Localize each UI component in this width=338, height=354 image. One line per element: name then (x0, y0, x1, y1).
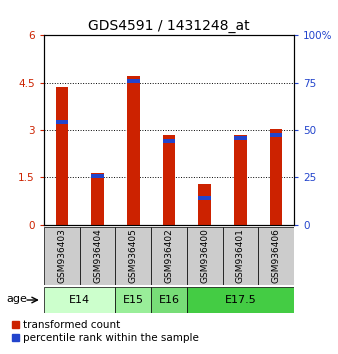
Legend: transformed count, percentile rank within the sample: transformed count, percentile rank withi… (12, 320, 199, 343)
Text: GSM936405: GSM936405 (129, 228, 138, 283)
Bar (127, 76, 140, 225)
Bar (163, 135, 175, 225)
Bar (187, 227, 223, 285)
Text: GSM936406: GSM936406 (272, 228, 281, 283)
Text: GSM936401: GSM936401 (236, 228, 245, 283)
Text: E17.5: E17.5 (224, 295, 256, 305)
Bar (151, 227, 187, 285)
Text: E14: E14 (69, 295, 90, 305)
Text: age: age (7, 294, 27, 304)
Bar (127, 79, 140, 83)
Text: GSM936403: GSM936403 (57, 228, 66, 283)
Bar (198, 196, 211, 200)
Bar (44, 227, 80, 285)
Bar (234, 135, 247, 225)
Text: GSM936400: GSM936400 (200, 228, 209, 283)
Bar (91, 174, 104, 178)
Bar (163, 139, 175, 143)
Bar (80, 227, 115, 285)
Bar (258, 227, 294, 285)
Text: E16: E16 (159, 295, 179, 305)
Bar (223, 227, 258, 285)
Bar (115, 227, 151, 285)
Bar (115, 287, 151, 313)
Text: GSM936404: GSM936404 (93, 228, 102, 283)
Bar (91, 173, 104, 225)
Bar (55, 120, 68, 124)
Bar (151, 287, 187, 313)
Title: GDS4591 / 1431248_at: GDS4591 / 1431248_at (88, 19, 250, 33)
Bar (198, 184, 211, 225)
Bar (55, 87, 68, 225)
Text: GSM936402: GSM936402 (165, 228, 173, 283)
Text: E15: E15 (123, 295, 144, 305)
Bar (44, 287, 115, 313)
Bar (234, 136, 247, 140)
Bar (187, 287, 294, 313)
Bar (270, 133, 283, 137)
Bar (270, 129, 283, 225)
